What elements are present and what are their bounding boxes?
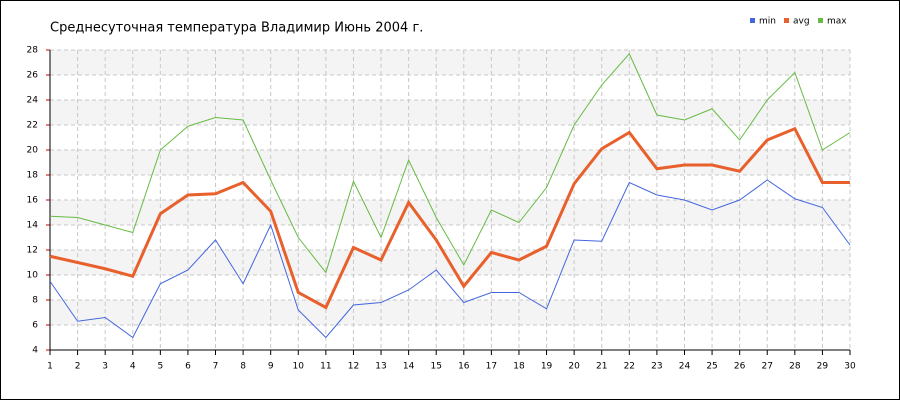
y-tick-label: 16: [27, 196, 39, 206]
chart-title: Среднесуточная температура Владимир Июнь…: [50, 21, 423, 36]
x-tick-label: 4: [130, 362, 136, 372]
grid-band: [50, 150, 850, 175]
legend-swatch: [784, 18, 789, 23]
x-tick-label: 27: [762, 362, 773, 372]
x-tick-label: 13: [375, 362, 386, 372]
y-tick-label: 22: [27, 121, 38, 131]
y-tick-label: 4: [32, 346, 38, 356]
y-tick-label: 26: [27, 71, 39, 81]
grid-band: [50, 200, 850, 225]
x-tick-label: 29: [817, 362, 829, 372]
x-tick-label: 24: [679, 362, 691, 372]
legend-swatch: [818, 18, 823, 23]
y-tick-label: 18: [27, 171, 39, 181]
grid-band: [50, 100, 850, 125]
x-tick-label: 15: [430, 362, 441, 372]
x-tick-label: 5: [157, 362, 163, 372]
x-tick-label: 3: [102, 362, 108, 372]
x-tick-label: 7: [213, 362, 219, 372]
y-tick-label: 10: [27, 271, 39, 281]
y-tick-label: 6: [32, 321, 38, 331]
series-line: [49, 126, 850, 310]
x-tick-label: 21: [596, 362, 607, 372]
y-tick-label: 24: [27, 96, 39, 106]
x-tick-label: 22: [624, 362, 635, 372]
x-tick-label: 19: [541, 362, 553, 372]
x-tick-label: 1: [47, 362, 53, 372]
y-tick-label: 28: [27, 46, 39, 56]
grid-band: [50, 50, 850, 75]
legend-swatch: [750, 18, 755, 23]
y-tick-label: 8: [32, 296, 38, 306]
y-tick-label: 20: [27, 146, 39, 156]
legend-label: min: [759, 17, 776, 27]
x-tick-label: 12: [348, 362, 359, 372]
x-tick-label: 10: [293, 362, 305, 372]
x-tick-label: 23: [651, 362, 662, 372]
x-tick-label: 20: [568, 362, 580, 372]
x-tick-label: 2: [75, 362, 81, 372]
x-tick-label: 25: [706, 362, 717, 372]
x-tick-label: 11: [320, 362, 331, 372]
x-tick-label: 6: [185, 362, 191, 372]
legend-label: max: [827, 17, 847, 27]
y-tick-label: 14: [27, 221, 39, 231]
x-tick-label: 8: [240, 362, 246, 372]
x-tick-label: 9: [268, 362, 274, 372]
x-tick-label: 16: [458, 362, 470, 372]
y-tick-label: 12: [27, 246, 38, 256]
legend-label: avg: [793, 17, 810, 27]
x-tick-label: 30: [844, 362, 856, 372]
x-tick-label: 17: [486, 362, 497, 372]
x-tick-label: 26: [734, 362, 746, 372]
grid-band: [50, 300, 850, 325]
x-tick-label: 28: [789, 362, 801, 372]
series-line: [49, 52, 851, 274]
series-line: [49, 179, 851, 339]
x-tick-label: 14: [403, 362, 415, 372]
x-tick-label: 18: [513, 362, 525, 372]
